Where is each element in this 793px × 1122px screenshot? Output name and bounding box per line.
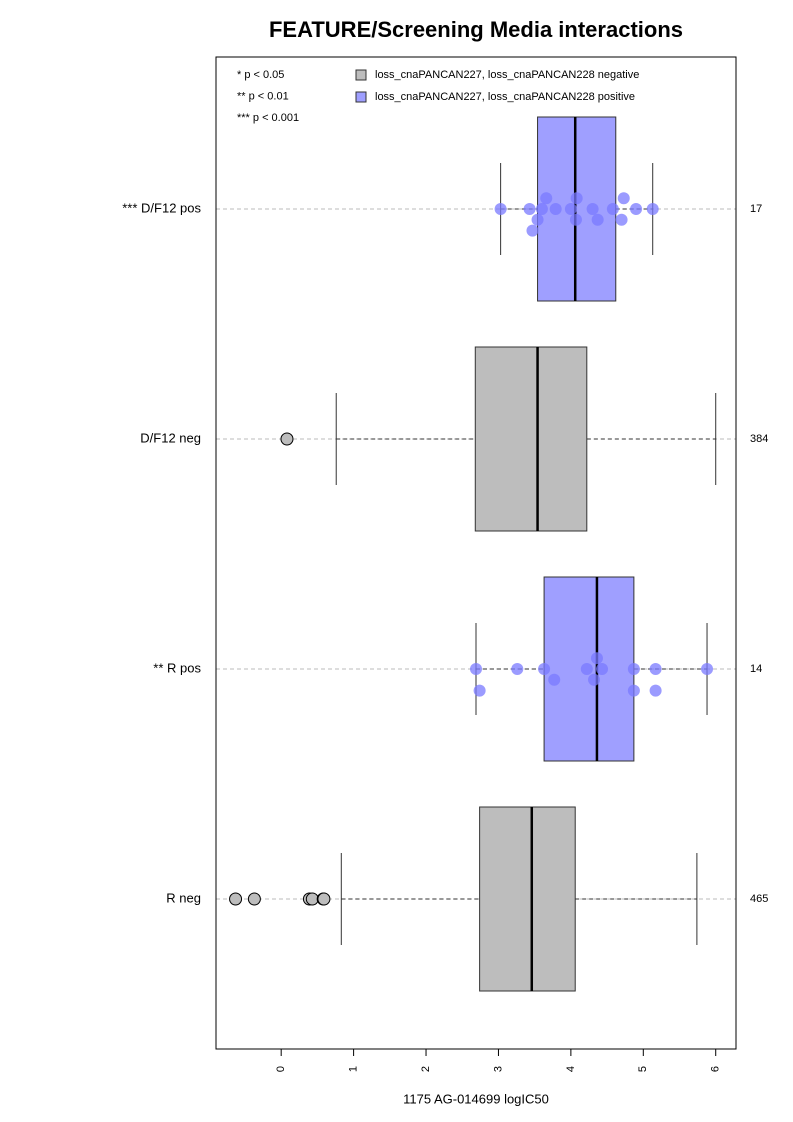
data-point: [511, 663, 524, 675]
chart-title: FEATURE/Screening Media interactions: [269, 17, 683, 42]
x-tick-label: 3: [492, 1066, 504, 1072]
data-point: [526, 224, 539, 237]
data-point: [627, 684, 640, 697]
data-point: [617, 192, 630, 205]
significance-note: * p < 0.05: [237, 69, 284, 81]
count-label: 17: [750, 203, 762, 215]
legend-label: loss_cnaPANCAN227, loss_cnaPANCAN228 neg…: [375, 69, 639, 81]
outlier: [229, 892, 243, 906]
data-point: [649, 663, 662, 675]
outlier: [305, 892, 319, 906]
data-point: [538, 663, 551, 675]
data-point: [586, 203, 599, 215]
data-point: [569, 213, 582, 226]
data-point: [649, 684, 662, 697]
data-point: [615, 213, 628, 226]
category-label: D/F12 neg: [140, 430, 201, 445]
outlier: [247, 892, 261, 906]
data-point: [535, 203, 548, 215]
data-point: [531, 213, 544, 226]
legend-label: loss_cnaPANCAN227, loss_cnaPANCAN228 pos…: [375, 91, 635, 103]
box: [479, 806, 576, 992]
data-point: [580, 663, 593, 675]
box: [474, 346, 588, 532]
data-point: [630, 203, 643, 215]
data-point: [470, 663, 482, 675]
outlier: [280, 432, 294, 446]
x-tick-label: 2: [420, 1066, 432, 1072]
data-point: [606, 203, 619, 215]
data-point: [564, 203, 577, 215]
significance-note: *** p < 0.001: [237, 112, 299, 124]
data-point: [591, 213, 604, 226]
legend-swatch: [355, 69, 367, 81]
x-tick-label: 4: [565, 1066, 577, 1072]
x-tick-label: 6: [710, 1066, 722, 1072]
data-point: [646, 203, 659, 215]
count-label: 384: [750, 433, 768, 445]
x-axis-label: 1175 AG-014699 logIC50: [403, 1091, 549, 1106]
count-label: 465: [750, 893, 768, 905]
category-label: *** D/F12 pos: [122, 200, 201, 215]
x-tick-label: 1: [348, 1066, 360, 1072]
x-tick-label: 5: [637, 1066, 649, 1072]
data-point: [590, 652, 603, 665]
count-label: 14: [750, 663, 762, 675]
x-tick-label: 0: [275, 1066, 287, 1072]
data-point: [627, 663, 640, 675]
data-point: [540, 192, 553, 205]
data-point: [523, 203, 536, 215]
data-point: [588, 673, 601, 686]
category-label: R neg: [166, 890, 201, 905]
legend-swatch: [355, 91, 367, 103]
data-point: [570, 192, 583, 205]
plot-frame: [215, 56, 737, 1050]
data-point: [596, 663, 609, 675]
significance-note: ** p < 0.01: [237, 90, 289, 102]
outlier: [317, 892, 331, 906]
data-point: [473, 684, 486, 697]
data-point: [549, 203, 562, 215]
data-point: [494, 203, 507, 215]
data-point: [548, 673, 561, 686]
category-label: ** R pos: [153, 660, 201, 675]
data-point: [701, 663, 714, 675]
